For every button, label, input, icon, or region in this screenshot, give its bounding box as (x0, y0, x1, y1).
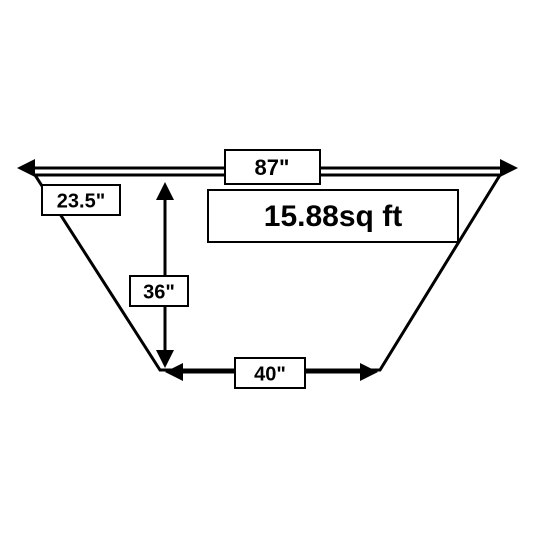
height-label: 36" (143, 281, 175, 303)
area-label: 15.88sq ft (264, 200, 402, 233)
angle-length-label: 23.5" (57, 190, 105, 212)
bottom-width-label: 40" (254, 363, 286, 385)
top-width-label: 87" (255, 155, 290, 180)
